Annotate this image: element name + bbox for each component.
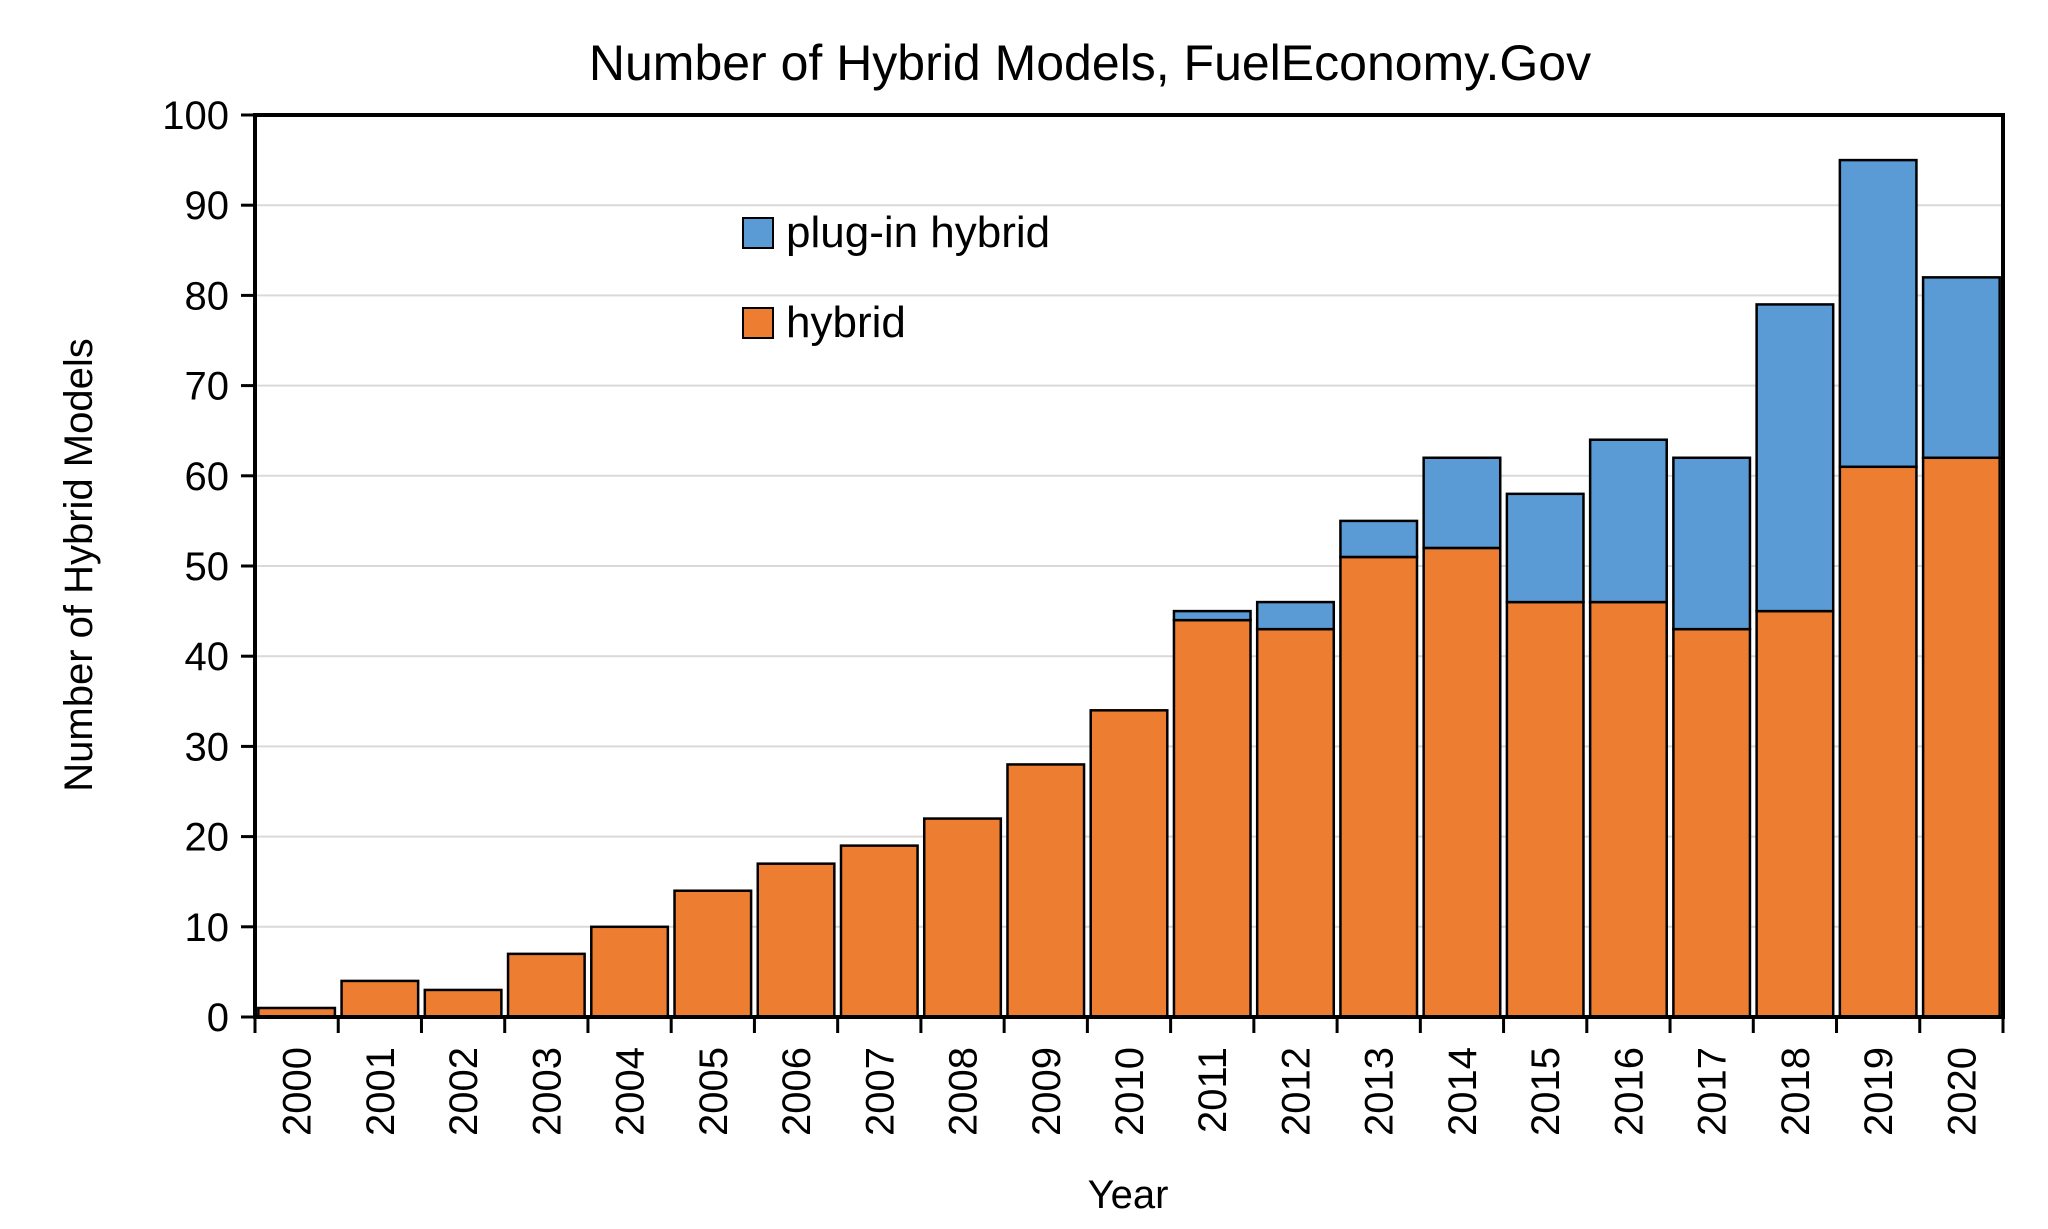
bar-hybrid-2004 (590, 925, 670, 1019)
bar-hybrid-2014 (1422, 546, 1502, 1019)
x-tick-label-2006: 2006 (775, 1047, 819, 1136)
x-tick-label-2016: 2016 (1607, 1047, 1651, 1136)
x-tick-label-2020: 2020 (1940, 1047, 1984, 1136)
y-axis-label: Number of Hybrid Models (57, 338, 101, 792)
y-tick-label-100: 100 (162, 94, 229, 138)
bar-hybrid-2018 (1755, 609, 1835, 1019)
legend-item-plug-in-hybrid: plug-in hybrid (742, 208, 1050, 257)
x-tick-label-2007: 2007 (858, 1047, 902, 1136)
bar-plug-in-hybrid-2015 (1505, 492, 1585, 604)
bar-hybrid-2005 (673, 889, 753, 1019)
legend: plug-in hybrid hybrid (742, 208, 1050, 347)
legend-label-hybrid: hybrid (786, 298, 906, 347)
x-tick-labels: 2000 2001 2002 2003 2004 2005 2006 2007 2008 2009… (276, 1047, 1985, 1136)
x-tick-label-2003: 2003 (525, 1047, 569, 1136)
bar-plug-in-hybrid-2020 (1921, 276, 2001, 460)
x-tick-label-2013: 2013 (1358, 1047, 1402, 1136)
x-tick-label-2005: 2005 (692, 1047, 736, 1136)
y-tick-label-70: 70 (185, 365, 230, 409)
bar-hybrid-2007 (839, 844, 919, 1019)
bar-hybrid-2002 (423, 988, 503, 1019)
legend-item-hybrid: hybrid (742, 298, 906, 347)
x-tick-label-2001: 2001 (359, 1047, 403, 1136)
x-tick-label-2004: 2004 (609, 1047, 653, 1136)
y-tick-labels: 0 10 20 30 40 50 60 70 80 90 100 (162, 94, 229, 1040)
bar-hybrid-2006 (756, 862, 836, 1019)
x-tick-label-2008: 2008 (942, 1047, 986, 1136)
x-tick-label-2018: 2018 (1774, 1047, 1818, 1136)
bar-plug-in-hybrid-2019 (1838, 158, 1918, 469)
x-tick-label-2002: 2002 (442, 1047, 486, 1136)
y-tick-label-40: 40 (185, 635, 230, 679)
y-tick-label-80: 80 (185, 274, 230, 318)
x-tick-label-2012: 2012 (1274, 1047, 1318, 1136)
y-tick-label-0: 0 (207, 996, 229, 1040)
x-tick-label-2011: 2011 (1191, 1047, 1235, 1133)
bar-hybrid-2016 (1588, 600, 1668, 1019)
bar-plug-in-hybrid-2018 (1755, 303, 1835, 613)
bar-hybrid-2001 (340, 979, 420, 1019)
x-tick-label-2015: 2015 (1524, 1047, 1568, 1136)
y-tick-label-10: 10 (185, 906, 230, 950)
bar-hybrid-2013 (1339, 555, 1419, 1019)
bar-hybrid-2008 (922, 817, 1003, 1019)
y-tick-label-50: 50 (185, 545, 230, 589)
bar-hybrid-2009 (1006, 763, 1086, 1019)
y-tick-label-30: 30 (185, 725, 230, 769)
bar-hybrid-2012 (1255, 627, 1336, 1019)
x-tick-label-2019: 2019 (1857, 1047, 1901, 1136)
x-tick-label-2017: 2017 (1691, 1047, 1735, 1136)
bar-plug-in-hybrid-2011 (1172, 609, 1252, 622)
bar-plug-in-hybrid-2017 (1672, 456, 1752, 631)
legend-label-plug-in-hybrid: plug-in hybrid (786, 208, 1050, 257)
bar-hybrid-2003 (506, 952, 586, 1019)
x-tick-label-2009: 2009 (1025, 1047, 1069, 1136)
bar-hybrid-2010 (1089, 709, 1169, 1019)
x-axis-label: Year (1088, 1173, 1169, 1217)
legend-swatch-plug-in-hybrid (742, 217, 774, 249)
legend-swatch-hybrid (742, 307, 774, 339)
x-tick-label-2000: 2000 (276, 1047, 320, 1136)
bar-plug-in-hybrid-2013 (1339, 519, 1419, 559)
bar-hybrid-2015 (1505, 600, 1585, 1019)
bar-hybrid-2020 (1921, 456, 2001, 1019)
y-tick-label-20: 20 (185, 816, 230, 860)
bars (257, 158, 2001, 1019)
bar-hybrid-2011 (1172, 618, 1252, 1019)
bar-hybrid-2019 (1838, 465, 1918, 1019)
bar-plug-in-hybrid-2016 (1588, 438, 1668, 604)
x-tick-label-2010: 2010 (1108, 1047, 1152, 1136)
bar-plug-in-hybrid-2014 (1422, 456, 1502, 550)
y-tick-label-60: 60 (185, 455, 230, 499)
bar-hybrid-2017 (1672, 627, 1752, 1019)
axes (241, 113, 2005, 1033)
y-tick-label-90: 90 (185, 184, 230, 228)
x-tick-label-2014: 2014 (1441, 1047, 1485, 1136)
bar-plug-in-hybrid-2012 (1255, 600, 1336, 631)
chart-title: Number of Hybrid Models, FuelEconomy.Gov (589, 35, 1591, 91)
